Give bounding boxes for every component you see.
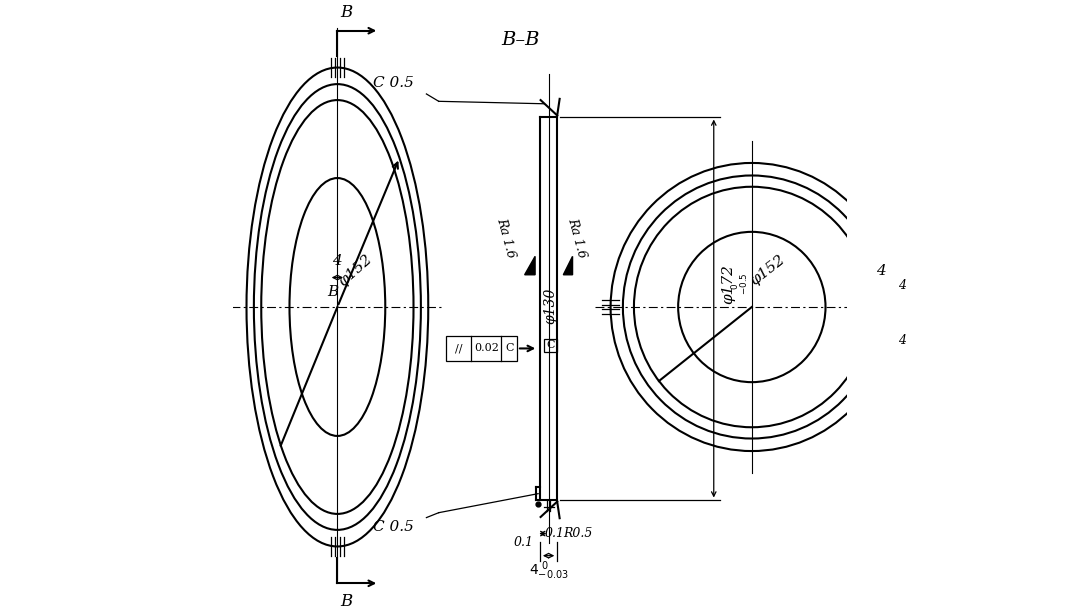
Text: B–B: B–B — [501, 31, 540, 49]
Text: C: C — [546, 340, 555, 351]
Text: B: B — [327, 285, 339, 298]
Polygon shape — [564, 257, 572, 275]
Text: R0.5: R0.5 — [564, 527, 593, 540]
Text: 4: 4 — [877, 265, 887, 278]
Text: B: B — [340, 4, 353, 21]
Text: φ130: φ130 — [543, 287, 557, 324]
Text: 0.1: 0.1 — [514, 536, 534, 549]
Text: $^{\ \ 0}_{-0.5}$: $^{\ \ 0}_{-0.5}$ — [731, 273, 751, 295]
Text: Ra 1.6: Ra 1.6 — [495, 216, 517, 260]
Bar — [543, 339, 557, 352]
Text: C: C — [505, 343, 513, 354]
Text: B: B — [340, 593, 353, 610]
Text: φ152: φ152 — [336, 252, 376, 289]
Bar — [446, 335, 517, 361]
Text: 4: 4 — [333, 254, 342, 268]
Text: Ra 1.6: Ra 1.6 — [565, 216, 589, 260]
Text: φ152: φ152 — [747, 252, 787, 288]
Text: 4: 4 — [897, 334, 906, 348]
Polygon shape — [525, 257, 535, 275]
Text: 0.1: 0.1 — [545, 527, 565, 540]
Text: 4: 4 — [897, 279, 906, 292]
Text: //: // — [455, 343, 462, 354]
Text: φ172: φ172 — [721, 264, 735, 304]
Text: $4^{\ 0}_{-0.03}$: $4^{\ 0}_{-0.03}$ — [528, 559, 568, 582]
Text: C 0.5: C 0.5 — [374, 76, 414, 90]
Text: C 0.5: C 0.5 — [374, 520, 414, 534]
Text: 0.02: 0.02 — [474, 343, 499, 354]
